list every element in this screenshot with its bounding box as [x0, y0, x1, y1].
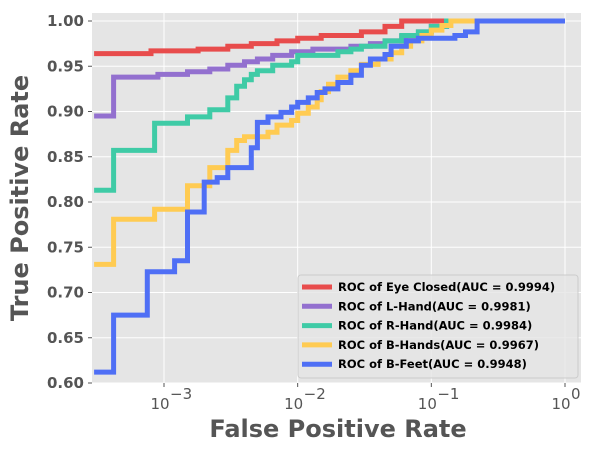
series-layer — [94, 18, 565, 375]
x-axis-label: False Positive Rate — [209, 415, 466, 443]
x-tick-label: 10 — [551, 395, 570, 413]
x-tick-exponent: −3 — [170, 385, 192, 403]
legend: ROC of Eye Closed(AUC = 0.9994) ROC of L-… — [297, 274, 579, 379]
x-tick-label: 10 — [418, 395, 437, 413]
y-tick-label: 0.65 — [47, 329, 84, 347]
y-tick-label: 0.70 — [47, 284, 84, 302]
legend-box — [297, 274, 579, 379]
x-tick-exponent: −2 — [304, 385, 326, 403]
legend-label: ROC of B-Feet(AUC = 0.9948) — [338, 357, 527, 371]
y-tick-label: 0.75 — [47, 238, 84, 256]
roc-curve-3 — [94, 18, 565, 193]
legend-label: ROC of L-Hand(AUC = 0.9981) — [338, 299, 531, 313]
roc-curve-5 — [94, 18, 565, 375]
x-tick-exponent: −1 — [437, 385, 459, 403]
legend-label: ROC of B-Hands(AUC = 0.9967) — [338, 338, 539, 352]
y-tick-labels: 0.60 0.65 0.70 0.75 0.80 0.85 0.90 0.95 1.00 — [47, 12, 92, 392]
y-tick-label: 0.95 — [47, 57, 84, 75]
x-tick-label: 10 — [150, 395, 169, 413]
y-tick-label: 1.00 — [47, 12, 84, 30]
x-tick-exponent: 0 — [571, 385, 581, 403]
y-tick-label: 0.85 — [47, 148, 84, 166]
legend-label: ROC of Eye Closed(AUC = 0.9994) — [338, 280, 555, 294]
y-tick-label: 0.60 — [47, 374, 84, 392]
y-tick-label: 0.80 — [47, 193, 84, 211]
legend-label: ROC of R-Hand(AUC = 0.9984) — [338, 319, 532, 333]
y-axis-label: True Positive Rate — [6, 75, 34, 321]
roc-curve-1 — [94, 18, 565, 57]
x-tick-label: 10 — [284, 395, 303, 413]
y-tick-label: 0.90 — [47, 103, 84, 121]
